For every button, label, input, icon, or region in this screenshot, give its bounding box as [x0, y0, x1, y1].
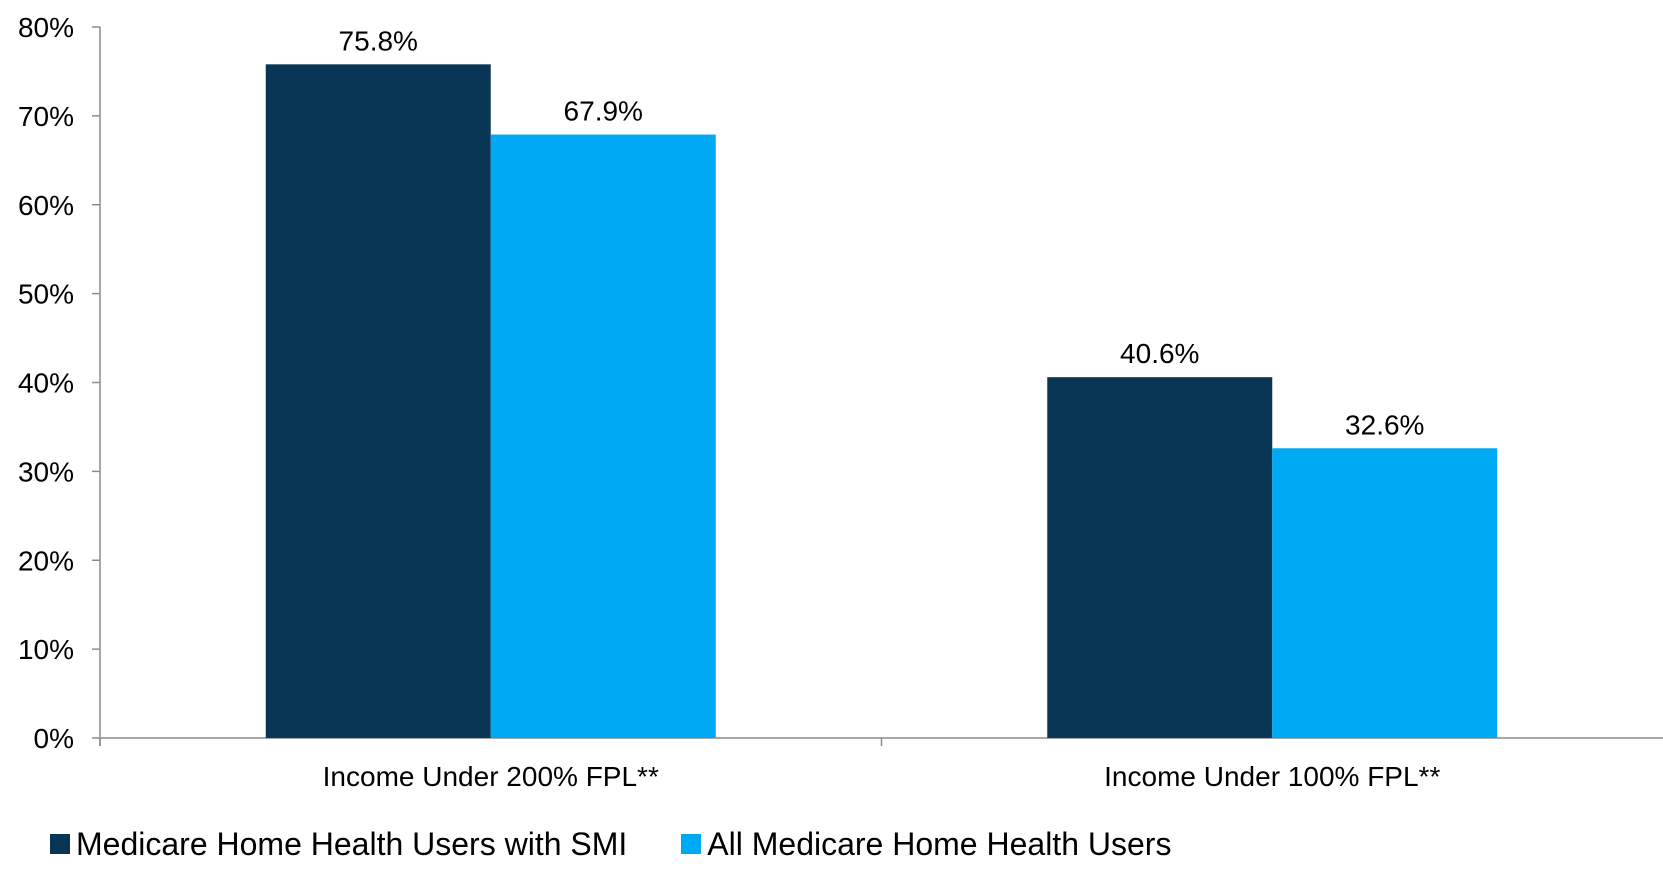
- data-labels: 75.8% 67.9% 40.6% 32.6%: [339, 25, 1425, 440]
- y-tick-label: 50%: [18, 279, 74, 310]
- legend-item-all: All Medicare Home Health Users: [681, 826, 1171, 863]
- data-label: 75.8%: [339, 25, 418, 56]
- legend-label-all: All Medicare Home Health Users: [707, 825, 1172, 862]
- bar: [1047, 377, 1273, 738]
- legend-label-smi: Medicare Home Health Users with SMI: [76, 825, 628, 862]
- data-label: 40.6%: [1120, 338, 1199, 369]
- y-tick-label: 60%: [18, 190, 74, 221]
- legend-swatch-all: [681, 834, 702, 854]
- bar: [265, 64, 491, 738]
- y-axis: 0% 10% 20% 30% 40% 50% 60% 70% 80%: [18, 12, 101, 754]
- x-tick-label: Income Under 200% FPL**: [323, 761, 659, 792]
- bar: [490, 134, 716, 738]
- legend-swatch-smi: [50, 834, 70, 854]
- bars: [265, 64, 1498, 738]
- legend: Medicare Home Health Users with SMI All …: [50, 824, 1225, 864]
- bar: [1272, 448, 1498, 738]
- y-tick-label: 80%: [18, 12, 74, 43]
- data-label: 67.9%: [564, 96, 643, 127]
- y-tick-label: 0%: [34, 723, 74, 754]
- y-tick-label: 10%: [18, 634, 74, 665]
- y-tick-label: 20%: [18, 545, 74, 576]
- x-axis: Income Under 200% FPL** Income Under 100%…: [99, 737, 1663, 792]
- x-tick-label: Income Under 100% FPL**: [1104, 761, 1440, 792]
- y-tick-label: 30%: [18, 456, 74, 487]
- legend-item-smi: Medicare Home Health Users with SMI: [50, 826, 627, 863]
- y-tick-label: 70%: [18, 101, 74, 132]
- y-tick-label: 40%: [18, 368, 74, 399]
- data-label: 32.6%: [1345, 409, 1424, 440]
